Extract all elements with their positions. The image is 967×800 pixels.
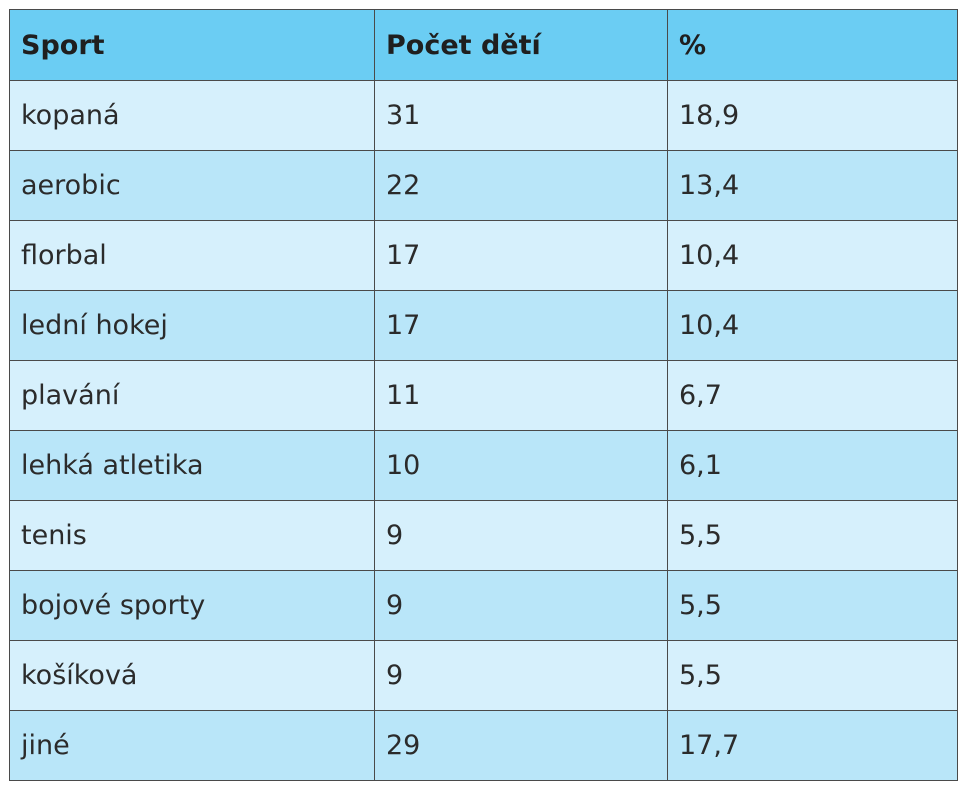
table-header: Sport Počet dětí % bbox=[9, 9, 958, 81]
cell-count: 10 bbox=[374, 430, 668, 501]
cell-percent: 5,5 bbox=[667, 640, 958, 711]
cell-sport: florbal bbox=[9, 220, 375, 291]
cell-percent: 10,4 bbox=[667, 290, 958, 361]
cell-sport: bojové sporty bbox=[9, 570, 375, 641]
cell-sport: lehká atletika bbox=[9, 430, 375, 501]
cell-count: 29 bbox=[374, 710, 668, 781]
table-row: bojové sporty 9 5,5 bbox=[9, 570, 958, 641]
cell-sport: košíková bbox=[9, 640, 375, 711]
cell-sport: jiné bbox=[9, 710, 375, 781]
header-percent: % bbox=[667, 9, 958, 81]
cell-count: 17 bbox=[374, 290, 668, 361]
table-row: košíková 9 5,5 bbox=[9, 640, 958, 711]
cell-sport: lední hokej bbox=[9, 290, 375, 361]
cell-sport: aerobic bbox=[9, 150, 375, 221]
table-body: kopaná 31 18,9 aerobic 22 13,4 florbal 1… bbox=[9, 80, 958, 781]
cell-percent: 6,7 bbox=[667, 360, 958, 431]
cell-sport: kopaná bbox=[9, 80, 375, 151]
cell-count: 11 bbox=[374, 360, 668, 431]
cell-count: 31 bbox=[374, 80, 668, 151]
table-row: plavání 11 6,7 bbox=[9, 360, 958, 431]
cell-count: 22 bbox=[374, 150, 668, 221]
cell-count: 9 bbox=[374, 500, 668, 571]
header-sport: Sport bbox=[9, 9, 375, 81]
header-count: Počet dětí bbox=[374, 9, 668, 81]
cell-percent: 18,9 bbox=[667, 80, 958, 151]
cell-percent: 6,1 bbox=[667, 430, 958, 501]
cell-count: 17 bbox=[374, 220, 668, 291]
table-row: lední hokej 17 10,4 bbox=[9, 290, 958, 361]
cell-percent: 5,5 bbox=[667, 500, 958, 571]
table-row: kopaná 31 18,9 bbox=[9, 80, 958, 151]
cell-percent: 13,4 bbox=[667, 150, 958, 221]
cell-sport: plavání bbox=[9, 360, 375, 431]
table-row: jiné 29 17,7 bbox=[9, 710, 958, 781]
table-row: tenis 9 5,5 bbox=[9, 500, 958, 571]
header-row: Sport Počet dětí % bbox=[9, 9, 958, 81]
cell-percent: 10,4 bbox=[667, 220, 958, 291]
cell-count: 9 bbox=[374, 570, 668, 641]
cell-percent: 5,5 bbox=[667, 570, 958, 641]
cell-count: 9 bbox=[374, 640, 668, 711]
cell-sport: tenis bbox=[9, 500, 375, 571]
sports-table: Sport Počet dětí % kopaná 31 18,9 aerobi… bbox=[9, 9, 958, 781]
table-row: aerobic 22 13,4 bbox=[9, 150, 958, 221]
table-row: florbal 17 10,4 bbox=[9, 220, 958, 291]
cell-percent: 17,7 bbox=[667, 710, 958, 781]
table-row: lehká atletika 10 6,1 bbox=[9, 430, 958, 501]
